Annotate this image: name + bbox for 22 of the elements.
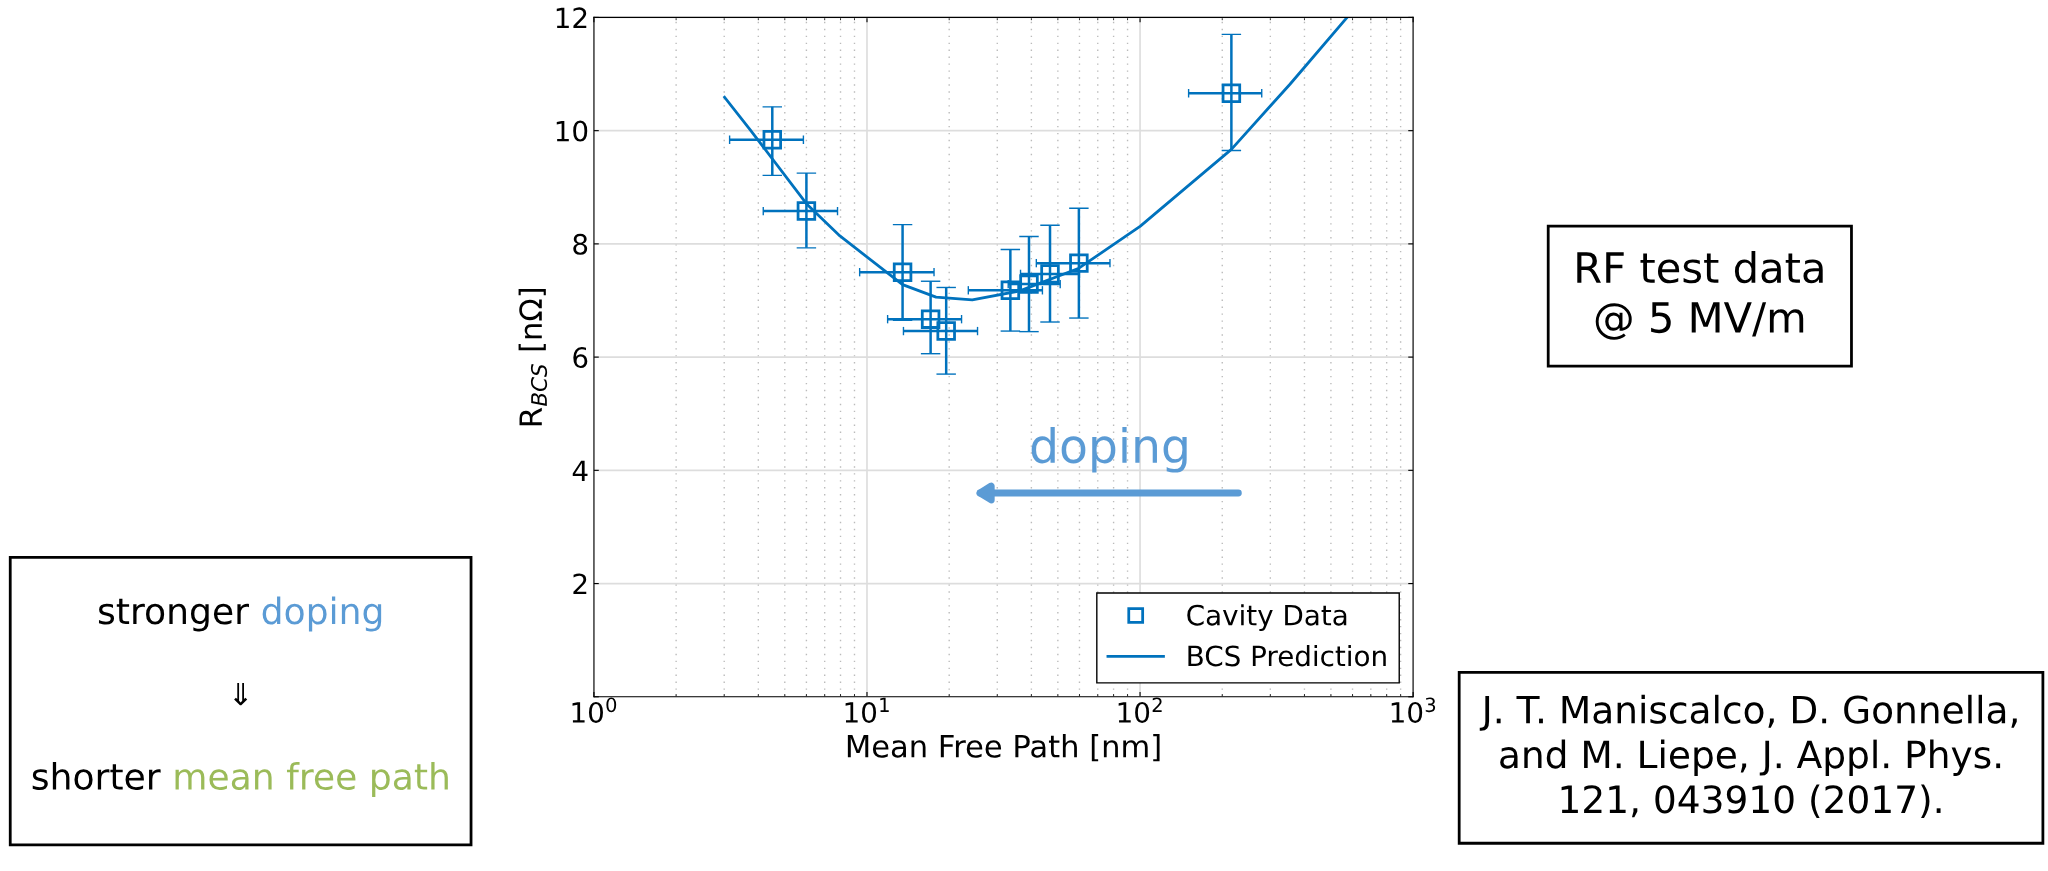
y-axis-title: R$_{BCS}$ [nΩ] bbox=[518, 288, 548, 426]
legend-label: Cavity Data bbox=[1187, 604, 1347, 632]
legend-label: BCS Prediction bbox=[1188, 644, 1386, 667]
y-tick-label: 6 bbox=[573, 347, 588, 369]
annotation: doping bbox=[1031, 426, 1187, 473]
text: doping bbox=[262, 596, 382, 632]
y-tick-label: 12 bbox=[556, 7, 587, 28]
x-axis-title: Mean Free Path [nm] bbox=[847, 734, 1160, 762]
y-tick-label: 8 bbox=[573, 233, 588, 255]
x-tick-label: 10$^{2}$ bbox=[1118, 697, 1162, 723]
text: mean free path bbox=[175, 762, 448, 798]
y-tick-label: 4 bbox=[572, 460, 588, 481]
y-tick-label: 2 bbox=[573, 573, 587, 595]
text: RF test data @ 5 MV/m bbox=[1577, 251, 1823, 340]
x-tick-label: 10$^{1}$ bbox=[845, 697, 889, 723]
y-tick-label: 10 bbox=[556, 120, 588, 142]
x-tick-label: 10$^{0}$ bbox=[572, 697, 617, 723]
text: shorter bbox=[32, 762, 161, 791]
x-tick-label: 10$^{3}$ bbox=[1391, 697, 1436, 723]
text: J. T. Maniscalco, D. Gonnella, and M. Liepe, J. Appl. Phys. 121, 043910 (2017). bbox=[1479, 694, 2017, 818]
text: ⇓ bbox=[234, 682, 248, 706]
text: stronger bbox=[98, 598, 249, 632]
